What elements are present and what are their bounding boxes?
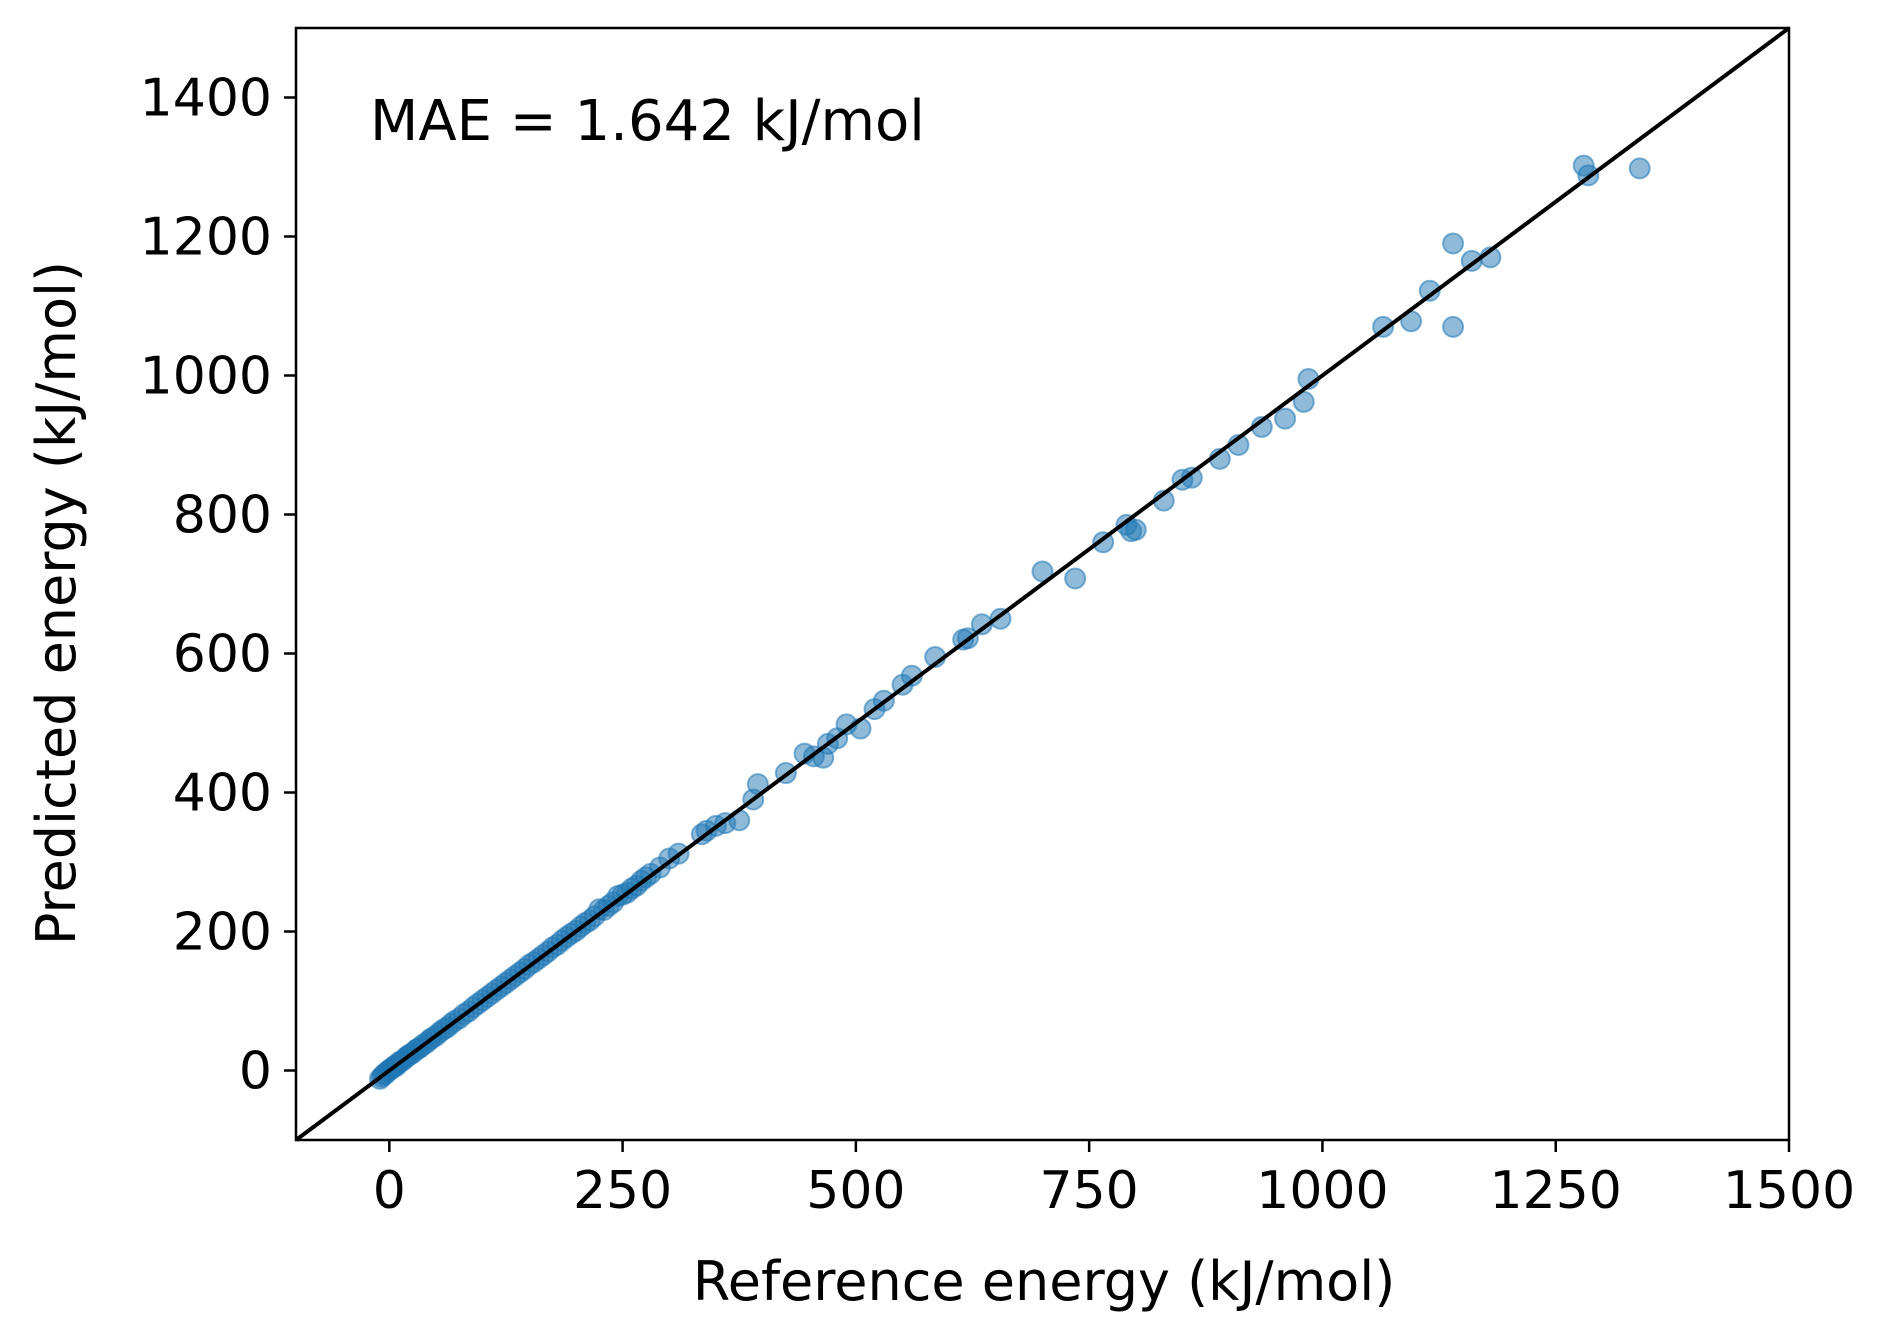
y-tick-label: 0 xyxy=(239,1042,272,1102)
x-tick-label: 0 xyxy=(373,1161,406,1221)
data-point xyxy=(1418,279,1441,302)
y-tick-label: 600 xyxy=(173,625,272,685)
y-axis-label: Predicted energy (kJ/mol) xyxy=(25,261,88,945)
data-point xyxy=(1120,520,1143,543)
mae-annotation: MAE = 1.642 kJ/mol xyxy=(370,89,925,154)
y-tick-label: 800 xyxy=(173,486,272,546)
y-tick-label: 400 xyxy=(173,764,272,824)
data-point xyxy=(1064,567,1087,590)
y-axis-ticks: 0 200 400 600 800 1000 1200 1400 xyxy=(140,69,296,1102)
data-point xyxy=(1180,466,1203,489)
data-point xyxy=(1442,315,1465,338)
y-tick-label: 1200 xyxy=(140,208,272,268)
data-point xyxy=(1442,232,1465,255)
x-axis-label: Reference energy (kJ/mol) xyxy=(693,1250,1396,1313)
y-tick-label: 1400 xyxy=(140,69,272,129)
x-tick-label: 1250 xyxy=(1490,1161,1622,1221)
y-tick-label: 200 xyxy=(173,903,272,963)
data-point xyxy=(1292,390,1315,413)
x-tick-label: 1000 xyxy=(1256,1161,1388,1221)
y-tick-label: 1000 xyxy=(140,347,272,407)
data-point xyxy=(1031,560,1054,583)
plot-frame xyxy=(294,26,1791,1142)
x-axis-ticks: 0 250 500 750 1000 1250 1500 xyxy=(373,1140,1855,1221)
x-tick-label: 1500 xyxy=(1723,1161,1855,1221)
reference-line xyxy=(294,26,1791,1142)
data-point xyxy=(1628,157,1651,180)
x-tick-label: 250 xyxy=(573,1161,672,1221)
x-tick-label: 750 xyxy=(1040,1161,1139,1221)
x-tick-label: 500 xyxy=(806,1161,905,1221)
data-point xyxy=(1274,407,1297,430)
